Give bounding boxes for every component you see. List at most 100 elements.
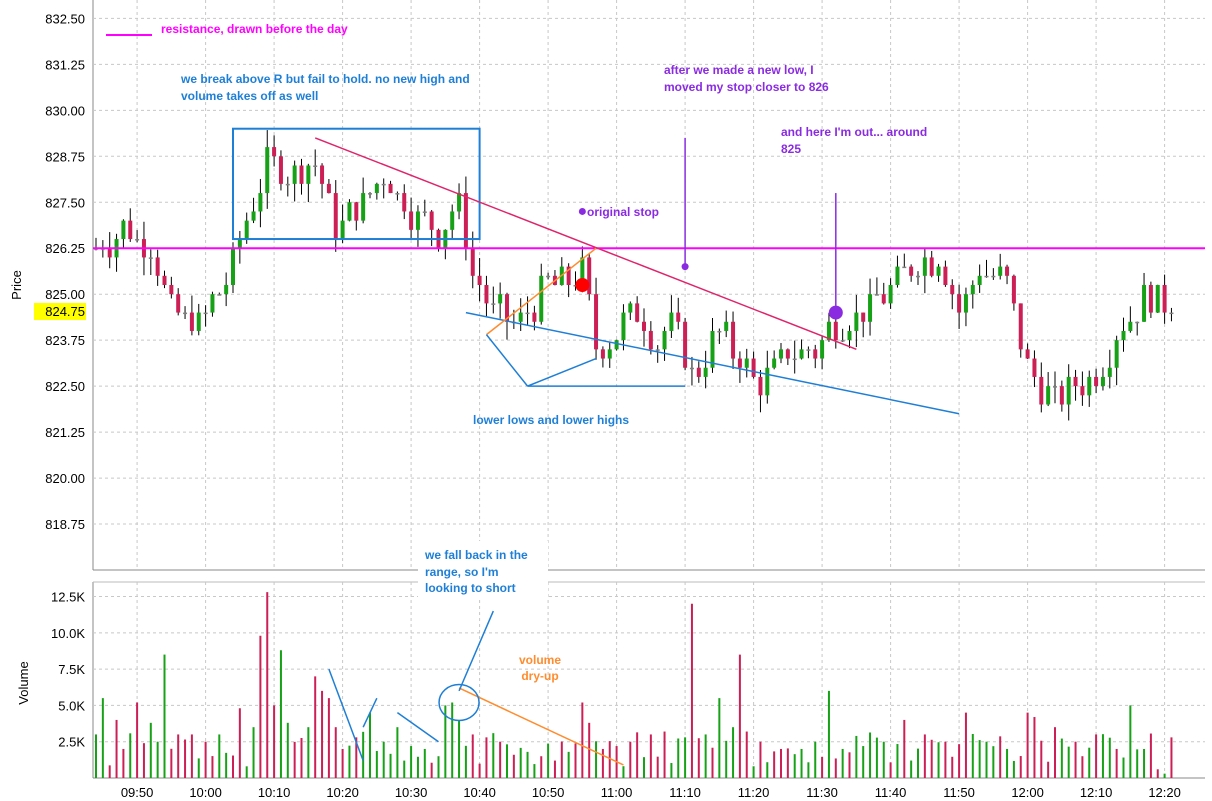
candle-body <box>374 183 379 194</box>
candle-body <box>546 275 551 278</box>
candle-body <box>792 358 797 361</box>
candle-body <box>381 183 386 186</box>
candle-body <box>292 165 297 184</box>
candle-body <box>306 165 311 184</box>
candle-body <box>1087 376 1092 396</box>
candle-body <box>621 312 626 341</box>
candle-body <box>1066 376 1071 405</box>
candle-body <box>724 321 729 331</box>
descending-lows <box>465 311 960 415</box>
annotation-fall-line1: we fall back in the <box>424 548 528 562</box>
candle-body <box>936 266 941 276</box>
candle-body <box>587 257 592 295</box>
price-tick-label: 827.50 <box>45 195 85 210</box>
candle-body <box>991 275 996 278</box>
candle-body <box>429 211 434 230</box>
candle-body <box>655 349 660 351</box>
candle-body <box>744 358 749 368</box>
candle-body <box>868 294 873 322</box>
candle-body <box>210 294 215 313</box>
pointer-to-circle <box>458 610 494 692</box>
candle-body <box>422 211 427 213</box>
time-tick-label: 10:20 <box>326 785 359 800</box>
time-tick-label: 11:30 <box>806 785 838 800</box>
candle-body <box>676 312 681 322</box>
candle-body <box>1148 285 1153 313</box>
candle-body <box>237 239 242 249</box>
candle-body <box>662 330 667 350</box>
price-axis: 832.50 831.25 830.00 828.75 827.50 826.25 825.… <box>45 11 1181 800</box>
candle-body <box>361 193 366 221</box>
candle-body <box>525 312 530 315</box>
candle-body <box>258 193 263 212</box>
candle-body <box>518 312 523 322</box>
candle-body <box>1135 321 1140 324</box>
candle-body <box>950 285 955 295</box>
candle-body <box>963 294 968 313</box>
candle-body <box>265 147 270 194</box>
candle-body <box>1080 386 1085 396</box>
candle-body <box>751 358 756 377</box>
volume-tick-label: 10.0K <box>51 626 85 641</box>
candle-body <box>1142 285 1147 322</box>
candle-body <box>326 183 331 194</box>
volume-bars <box>95 592 1173 778</box>
candle-body <box>779 349 783 359</box>
last-price-highlight <box>34 303 86 320</box>
candle-body <box>888 285 893 304</box>
candle-body <box>1046 386 1051 405</box>
volume-tick-label: 2.5K <box>58 735 85 750</box>
annotation-lower-lows: lower lows and lower highs <box>473 413 629 427</box>
candle-body <box>984 275 989 278</box>
exit-marker <box>828 305 843 320</box>
candle-body <box>128 220 133 240</box>
chart-annotations <box>93 127 1205 766</box>
price-candles <box>94 130 1174 421</box>
candle-body <box>785 349 790 359</box>
volume-tick-label: 7.5K <box>58 662 85 677</box>
candle-body <box>909 266 914 276</box>
entry-marker <box>575 278 590 292</box>
candle-body <box>1162 285 1167 313</box>
candle-body <box>840 340 845 342</box>
annotation-newlow-line1: after we made a new low, I <box>664 63 814 77</box>
candle-body <box>1114 340 1119 368</box>
candle-body <box>1094 376 1099 387</box>
candle-body <box>731 321 736 359</box>
candle-body <box>491 303 496 305</box>
annotation-fall-line3: looking to short <box>425 581 516 595</box>
time-tick-label: 11:10 <box>669 785 701 800</box>
candle-body <box>409 211 414 230</box>
candle-body <box>402 193 407 212</box>
candle-body <box>333 193 338 240</box>
time-tick-label: 12:10 <box>1080 785 1113 800</box>
dry-up <box>458 687 624 766</box>
volume-tick-label: 5.0K <box>58 698 85 713</box>
candle-body <box>902 266 907 269</box>
candle-body <box>196 312 201 331</box>
candle-body <box>669 312 674 331</box>
candle-body <box>231 248 235 285</box>
volume-tick-label: 12.5K <box>51 590 85 605</box>
price-tick-label: 830.00 <box>45 103 85 118</box>
candle-body <box>347 202 352 221</box>
candle-body <box>457 193 462 212</box>
volume-axis: 12.5K 10.0K 7.5K 5.0K 2.5K <box>51 590 85 750</box>
candle-body <box>874 294 879 296</box>
time-tick-label: 11:40 <box>875 785 907 800</box>
candle-body <box>826 321 831 341</box>
candle-body <box>415 211 420 230</box>
annotation-out-line1: and here I'm out... around <box>781 125 927 139</box>
annotation-original-stop: original stop <box>587 205 659 219</box>
candle-body <box>703 367 708 377</box>
candle-body <box>806 349 811 351</box>
candle-body <box>922 257 927 276</box>
time-tick-label: 10:00 <box>189 785 222 800</box>
price-tick-label: 828.75 <box>45 149 85 164</box>
annotation-break-line2: volume takes off as well <box>181 89 318 103</box>
candle-body <box>463 193 468 249</box>
candle-body <box>881 294 886 304</box>
candle-body <box>1011 275 1016 304</box>
time-tick-label: 12:00 <box>1011 785 1044 800</box>
candle-body <box>614 340 619 350</box>
